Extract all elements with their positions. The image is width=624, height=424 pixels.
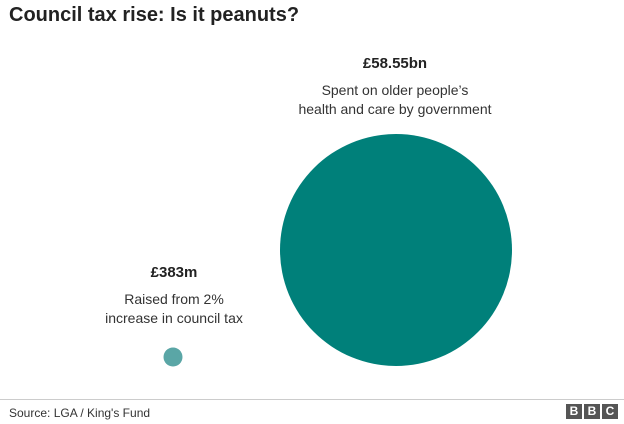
bubble-council-tax <box>163 347 183 367</box>
chart-title: Council tax rise: Is it peanuts? <box>9 4 300 26</box>
council-tax-description: Raised from 2% increase in council tax <box>89 290 259 328</box>
council-tax-description-line-2: increase in council tax <box>105 310 243 326</box>
bbc-logo: B B C <box>566 404 618 419</box>
older-people-spend-description-line-2: health and care by government <box>298 101 492 117</box>
council-tax-description-line-1: Raised from 2% <box>124 291 224 307</box>
footer-divider <box>0 399 624 400</box>
bubble-chart <box>163 134 512 367</box>
older-people-spend-value-label: £58.55bn <box>362 55 428 72</box>
older-people-spend-description-line-1: Spent on older people’s <box>321 82 469 98</box>
older-people-spend-description: Spent on older people’s health and care … <box>280 81 510 119</box>
bbc-logo-letter: C <box>602 404 618 419</box>
source-note: Source: LGA / King's Fund <box>9 406 151 420</box>
bbc-logo-letter: B <box>584 404 600 419</box>
bubble-older-people-spend <box>280 134 512 366</box>
bbc-logo-letter: B <box>566 404 582 419</box>
council-tax-value-label: £383m <box>150 264 198 281</box>
